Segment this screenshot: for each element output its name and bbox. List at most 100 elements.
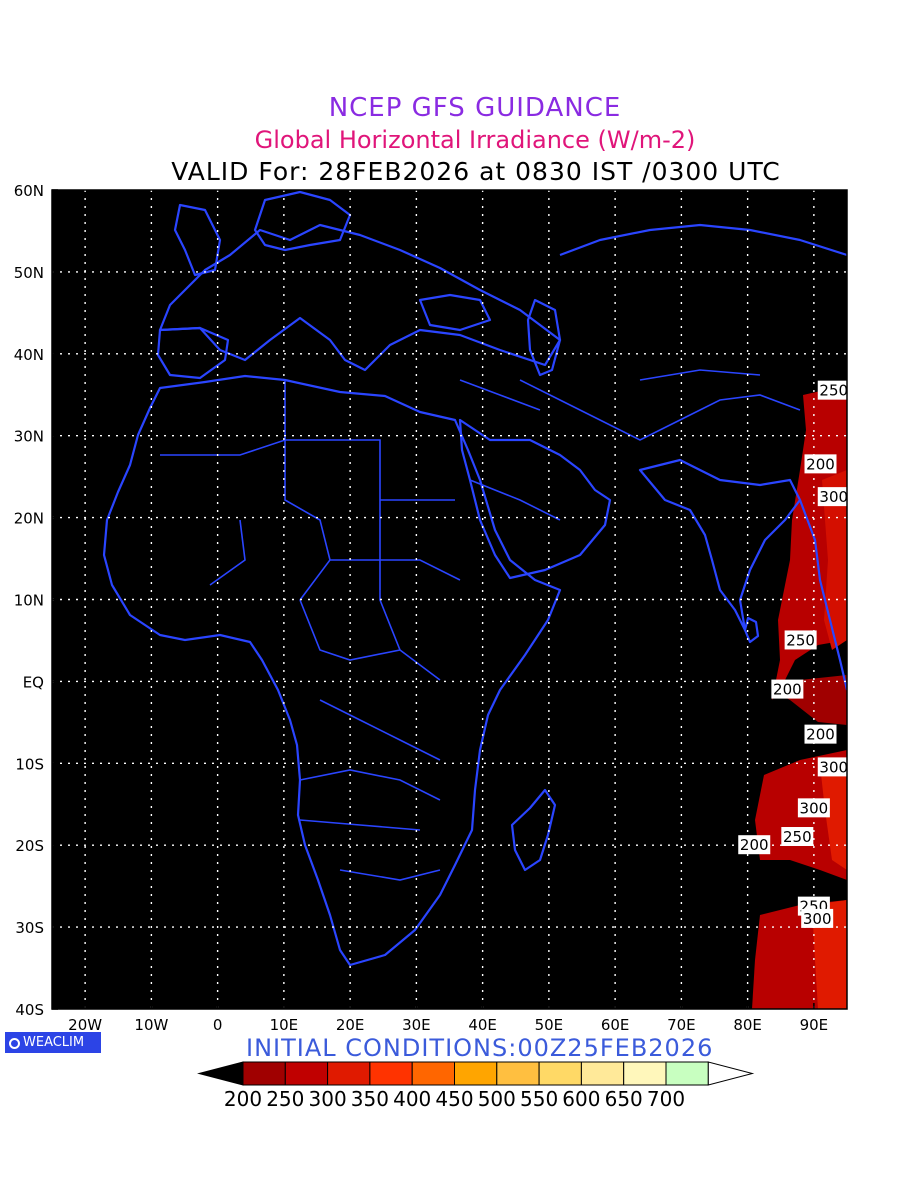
colorbar-segment (496, 1061, 540, 1086)
contour-label: 300 (817, 487, 850, 507)
lat-tick-label: 30N (14, 428, 44, 446)
lat-tick-label: 20S (15, 837, 44, 855)
lon-tick-label: 20E (336, 1016, 365, 1034)
contour-label-text: 200 (740, 836, 769, 854)
contour-label-text: 200 (806, 455, 835, 473)
colorbar-level-label: 650 (604, 1087, 643, 1111)
colorbar-level-label: 400 (393, 1087, 432, 1111)
colorbar-level-label: 700 (646, 1087, 686, 1111)
initial-conditions: INITIAL CONDITIONS:00Z25FEB2026 (246, 1034, 714, 1062)
sri-lanka-coastline (743, 616, 760, 644)
black-sea-coastline (418, 293, 492, 332)
contour-label-text: 300 (803, 910, 832, 928)
logo-text: WEACLIM (23, 1035, 85, 1050)
lon-tick-label: 50E (535, 1016, 564, 1034)
contour-label-box (801, 908, 834, 928)
contour-label: 300 (797, 798, 830, 818)
colorbar-segment (242, 1061, 286, 1086)
madagascar-coastline (510, 788, 557, 872)
southeast-asia-coastline (798, 499, 847, 691)
contour-label: 250 (784, 630, 817, 650)
colorbar-segment (327, 1061, 371, 1086)
lat-tick-label: 40S (15, 1001, 44, 1019)
lat-tick-label: 30S (15, 919, 44, 937)
colorbar-level-label: 450 (435, 1087, 474, 1111)
contour-label: 300 (801, 908, 834, 928)
europe-coastline (158, 223, 562, 372)
contour-label: 200 (771, 679, 804, 699)
colorbar-segment (538, 1061, 582, 1086)
contour-label-text: 300 (800, 799, 829, 817)
contour-label: 250 (781, 827, 814, 847)
lat-tick-label: 20N (14, 510, 44, 528)
lat-tick-label: EQ (23, 673, 44, 691)
coastlines (102, 190, 847, 967)
contour-label-box (797, 798, 830, 818)
scandinavia-coastline (253, 190, 352, 252)
lat-tick-label: 60N (14, 182, 44, 200)
contour-label-box (804, 454, 837, 474)
colorbar-segment (411, 1061, 456, 1086)
contour-label-box (817, 487, 850, 507)
colorbar-segment (454, 1061, 498, 1086)
contour-label-box (771, 679, 804, 699)
lon-tick-label: 60E (601, 1016, 630, 1034)
colorbar-segment (580, 1061, 625, 1086)
contour-label-box (817, 757, 850, 777)
arabia-coastline (458, 418, 612, 580)
contour-label-text: 300 (819, 488, 848, 506)
lon-tick-label: 30E (402, 1016, 431, 1034)
lon-tick-label: 90E (800, 1016, 829, 1034)
contour-label: 300 (817, 757, 850, 777)
colorbar (197, 1061, 755, 1086)
map-background (52, 190, 847, 1009)
colorbar-below-arrow (197, 1061, 244, 1086)
contour-label: 200 (804, 724, 837, 744)
colorbar-segment (284, 1061, 329, 1086)
colorbar-segment (665, 1061, 709, 1086)
country-borders (160, 369, 801, 881)
contour-label: 250 (817, 380, 850, 400)
lon-tick-label: 70E (667, 1016, 696, 1034)
graticule (52, 190, 847, 1009)
irradiance-south-core (820, 760, 847, 870)
contour-label-text: 250 (786, 631, 815, 649)
map-title: NCEP GFS GUIDANCE (328, 93, 622, 123)
iberia-coastline (156, 326, 230, 380)
contour-label: 200 (804, 454, 837, 474)
lon-tick-label: 40E (468, 1016, 497, 1034)
asia-coastline (559, 223, 847, 257)
colorbar-level-label: 300 (308, 1087, 347, 1111)
colorbar-level-label: 350 (350, 1087, 389, 1111)
contour-label-box (781, 827, 814, 847)
logo-ring-icon (9, 1038, 20, 1049)
irradiance-north-core (822, 470, 847, 650)
lon-tick-label: 0 (213, 1016, 223, 1034)
border-lines-1 (160, 380, 461, 881)
lon-tick-label: 20W (68, 1016, 102, 1034)
border-lines-2 (459, 369, 801, 521)
lon-tick-label: 80E (733, 1016, 762, 1034)
colorbar-level-label: 200 (223, 1087, 263, 1111)
contour-label-box (817, 380, 850, 400)
india-coastline (638, 458, 802, 632)
contour-label-text: 250 (819, 382, 848, 400)
colorbar-level-label: 250 (266, 1087, 305, 1111)
lat-tick-label: 50N (14, 264, 44, 282)
lon-tick-label: 10W (134, 1016, 168, 1034)
contour-label: 200 (738, 835, 771, 855)
lat-tick-label: 10N (14, 592, 44, 610)
weaclim-logo[interactable]: WEACLIM (5, 1032, 101, 1053)
contour-label-box (738, 835, 771, 855)
axis-labels: 60N 50N 40N 30N 20N 10N EQ 10S 20S 30S 40S 20W 10W 0 1… (14, 182, 828, 1034)
colorbar-level-label: 500 (477, 1087, 516, 1111)
contour-label-box (804, 724, 837, 744)
caspian-coastline (526, 298, 562, 377)
lat-tick-label: 40N (14, 346, 44, 364)
lat-tick-label: 10S (15, 755, 44, 773)
contour-label-text: 250 (783, 828, 812, 846)
contour-label-text: 200 (773, 681, 802, 699)
map-subtitle: Global Horizontal Irradiance (W/m-2) (254, 126, 696, 154)
